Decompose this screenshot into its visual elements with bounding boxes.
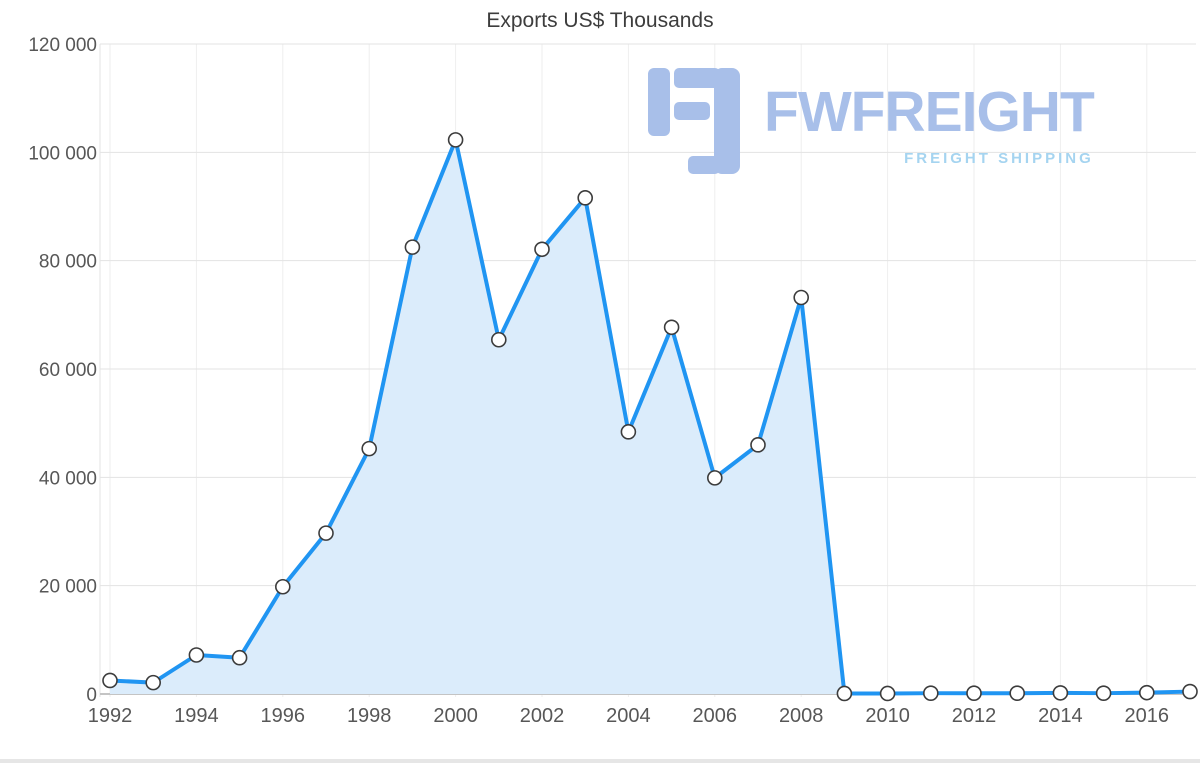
data-point-marker bbox=[793, 289, 810, 306]
data-point-marker bbox=[145, 674, 161, 691]
data-point-marker bbox=[1139, 684, 1155, 701]
data-point-marker bbox=[1182, 683, 1198, 700]
bottom-border bbox=[0, 759, 1200, 763]
x-axis-tick-label: 2010 bbox=[865, 705, 910, 727]
x-axis-tick-label: 2012 bbox=[952, 705, 997, 727]
y-axis-tick-label: 20 000 bbox=[39, 577, 97, 598]
x-axis-tick-label: 2004 bbox=[606, 705, 651, 727]
y-axis-tick-label: 120 000 bbox=[28, 35, 97, 56]
data-point-marker bbox=[966, 685, 982, 701]
y-axis-tick-label: 0 bbox=[86, 685, 97, 706]
area-fill bbox=[110, 139, 1190, 694]
y-axis-tick-label: 100 000 bbox=[28, 143, 97, 164]
data-point-marker bbox=[750, 437, 766, 453]
x-axis-tick-label: 1992 bbox=[88, 705, 133, 727]
data-point-marker bbox=[663, 319, 680, 336]
x-axis-tick-label: 2000 bbox=[433, 705, 478, 727]
data-point-marker bbox=[1095, 685, 1112, 701]
data-point-marker bbox=[274, 578, 291, 595]
data-point-marker bbox=[490, 331, 507, 348]
data-point-marker bbox=[361, 440, 378, 457]
data-point-marker bbox=[706, 470, 723, 486]
x-axis-tick-label: 2002 bbox=[520, 705, 565, 727]
data-point-marker bbox=[534, 241, 550, 258]
data-point-marker bbox=[318, 525, 334, 541]
data-point-marker bbox=[447, 132, 464, 148]
data-point-marker bbox=[879, 685, 896, 702]
x-axis-tick-label: 2014 bbox=[1038, 705, 1083, 727]
data-point-marker bbox=[102, 672, 118, 689]
data-point-marker bbox=[188, 647, 205, 663]
x-axis-tick-label: 1994 bbox=[174, 705, 219, 727]
data-point-marker bbox=[1052, 685, 1069, 701]
y-axis-tick-label: 80 000 bbox=[39, 252, 97, 273]
x-axis-tick-label: 2006 bbox=[693, 705, 738, 727]
x-axis-tick-label: 2008 bbox=[779, 705, 824, 727]
x-axis-tick-label: 2016 bbox=[1125, 705, 1170, 727]
data-point-marker bbox=[1009, 685, 1026, 701]
x-axis-tick-label: 1996 bbox=[261, 705, 306, 727]
y-axis-tick-label: 60 000 bbox=[39, 360, 97, 381]
data-point-marker bbox=[922, 685, 939, 701]
data-point-marker bbox=[577, 190, 594, 206]
data-point-marker bbox=[836, 685, 853, 702]
y-axis-tick-label: 40 000 bbox=[39, 468, 97, 489]
data-point-marker bbox=[231, 649, 248, 666]
x-axis-tick-label: 1998 bbox=[347, 705, 392, 727]
data-point-marker bbox=[404, 239, 421, 255]
chart-title: Exports US$ Thousands bbox=[486, 9, 714, 32]
data-point-marker bbox=[620, 424, 637, 440]
